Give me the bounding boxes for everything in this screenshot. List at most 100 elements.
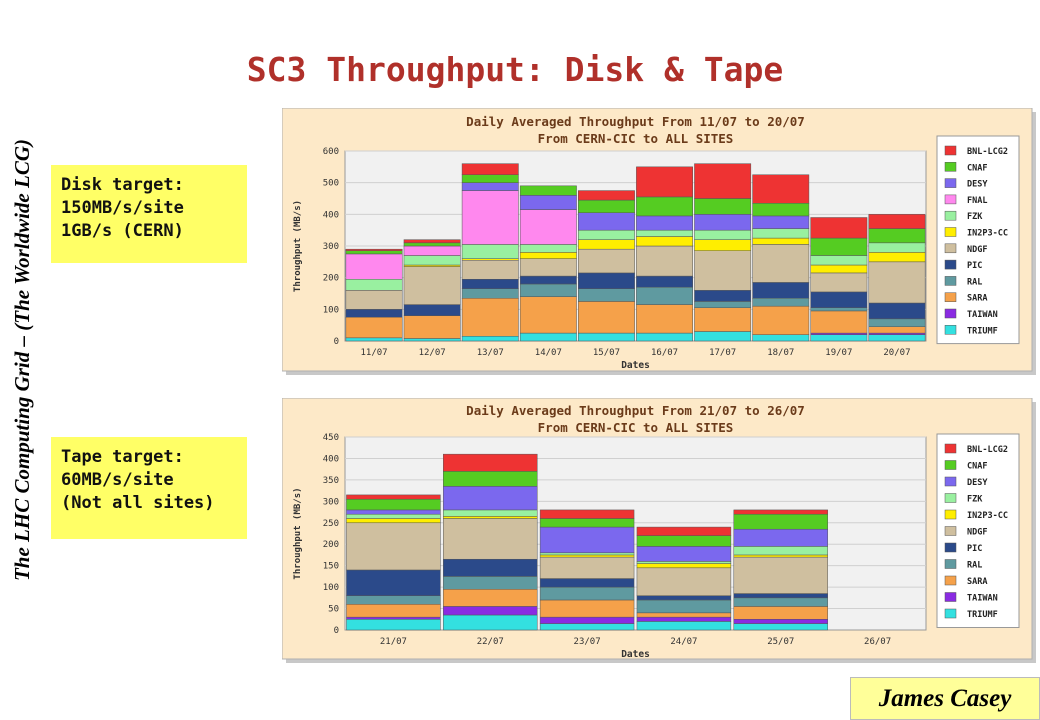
tape-target-note: Tape target: 60MB/s/site (Not all sites) — [51, 437, 247, 539]
legend-swatch — [944, 559, 957, 569]
bar-segment-fnal — [461, 190, 519, 245]
legend-label: SARA — [967, 294, 987, 304]
legend-label: TAIWAN — [967, 594, 998, 604]
chart-subtitle: From CERN-CIC to ALL SITES — [538, 420, 734, 435]
bar-segment-desy — [539, 526, 635, 554]
bar-segment-sara — [752, 305, 810, 335]
x-tick-label: 24/07 — [670, 637, 697, 647]
bar-segment-ral — [733, 597, 828, 607]
legend-swatch — [944, 509, 957, 520]
bar-segment-in2p3-cc — [636, 236, 693, 247]
bar-segment-taiwan — [733, 619, 828, 624]
bar-segment-triumf — [346, 619, 441, 631]
bar-segment-in2p3-cc — [752, 237, 810, 245]
bar-segment-desy — [636, 215, 693, 231]
legend-label: CNAF — [967, 163, 987, 173]
bar-segment-bnl-lcg2 — [752, 174, 810, 204]
bar-segment-fzk — [403, 255, 461, 266]
bar-segment-pic — [752, 282, 810, 299]
bar-segment-pic — [694, 290, 752, 302]
bar-segment-desy — [443, 486, 538, 511]
bar-segment-pic — [443, 558, 538, 577]
bar-segment-ndgf — [578, 248, 635, 274]
bar-segment-triumf — [345, 337, 403, 342]
bar-segment-sara — [694, 307, 752, 332]
bar-segment-ndgf — [403, 266, 461, 305]
bar-segment-triumf — [636, 332, 693, 342]
legend-swatch — [944, 259, 957, 270]
legend-swatch — [944, 460, 957, 470]
y-tick-label: 200 — [323, 540, 339, 550]
bar-segment-cnaf — [539, 518, 635, 528]
bar-segment-cnaf — [733, 513, 828, 530]
bar-segment-bnl-lcg2 — [461, 163, 519, 176]
bar-segment-bnl-lcg2 — [810, 217, 868, 239]
tape-note-line: 60MB/s/site — [61, 470, 174, 490]
bar-segment-desy — [733, 528, 828, 547]
author-label: James Casey — [850, 677, 1040, 720]
bar-segment-triumf — [868, 334, 926, 342]
y-tick-label: 600 — [323, 147, 339, 157]
bar-segment-in2p3-cc — [519, 252, 577, 259]
bar-segment-bnl-lcg2 — [403, 239, 461, 244]
bar-segment-sara — [810, 310, 868, 334]
bar-segment-pic — [578, 272, 635, 290]
bar-segment-cnaf — [636, 535, 732, 547]
bar-segment-desy — [578, 212, 635, 231]
legend-label: DESY — [967, 478, 988, 488]
y-axis-label: Throughput (MB/s) — [293, 487, 303, 579]
bar-segment-ndgf — [694, 250, 752, 291]
disk-note-line: 150MB/s/site — [61, 198, 184, 218]
legend-swatch — [944, 476, 957, 487]
bar-segment-fzk — [345, 279, 403, 291]
legend-label: IN2P3-CC — [967, 511, 1008, 521]
bar-segment-in2p3-cc — [443, 516, 538, 519]
legend-label: NDGF — [967, 245, 987, 255]
bar-segment-desy — [694, 214, 752, 231]
x-tick-label: 17/07 — [709, 348, 736, 358]
legend-label: PIC — [967, 544, 982, 554]
bar-segment-pic — [345, 309, 403, 318]
bar-segment-fzk — [443, 509, 538, 517]
bar-segment-triumf — [403, 338, 461, 342]
legend-swatch — [944, 178, 957, 188]
x-tick-label: 25/07 — [767, 637, 794, 647]
bar-segment-in2p3-cc — [539, 554, 635, 558]
x-tick-label: 26/07 — [864, 637, 891, 647]
bar-segment-cnaf — [636, 196, 693, 217]
legend-label: SARA — [967, 577, 987, 587]
bar-segment-ndgf — [461, 260, 519, 280]
bar-segment-pic — [868, 302, 926, 320]
bar-segment-sara — [636, 612, 732, 618]
bar-segment-bnl-lcg2 — [443, 453, 538, 472]
bar-segment-ral — [519, 283, 577, 297]
bar-segment-fzk — [461, 244, 519, 259]
bar-segment-pic — [346, 569, 441, 596]
bar-segment-cnaf — [868, 228, 926, 244]
bar-segment-sara — [868, 326, 926, 334]
bar-segment-sara — [345, 317, 403, 339]
y-tick-label: 100 — [323, 305, 339, 315]
bar-segment-ndgf — [868, 261, 926, 304]
x-tick-label: 15/07 — [593, 348, 620, 358]
legend-label: FZK — [967, 495, 983, 505]
bar-segment-triumf — [810, 334, 868, 342]
bar-segment-ral — [636, 599, 732, 614]
x-tick-label: 18/07 — [767, 348, 794, 358]
y-tick-label: 250 — [323, 519, 339, 529]
bar-segment-bnl-lcg2 — [636, 166, 693, 198]
bar-segment-sara — [403, 315, 461, 339]
bar-segment-bnl-lcg2 — [346, 494, 441, 500]
bar-segment-pic — [539, 578, 635, 588]
bar-segment-pic — [810, 291, 868, 309]
bar-segment-triumf — [578, 332, 635, 342]
bar-segment-ral — [461, 288, 519, 299]
x-axis-label: Dates — [621, 649, 650, 660]
bar-segment-ndgf — [636, 567, 732, 596]
y-tick-label: 350 — [323, 476, 339, 486]
bar-segment-triumf — [752, 334, 810, 342]
x-tick-label: 19/07 — [825, 348, 852, 358]
bar-segment-desy — [752, 215, 810, 229]
y-tick-label: 150 — [323, 562, 339, 572]
legend-swatch — [944, 325, 957, 335]
